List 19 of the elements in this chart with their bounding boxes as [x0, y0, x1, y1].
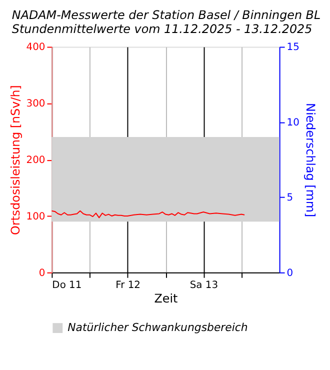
y2-tick-label: 10 — [286, 117, 300, 128]
y-tick-label: 200 — [26, 155, 46, 166]
chart-subtitle: Stundenmittelwerte vom 11.12.2025 - 13.12.2025 — [12, 22, 312, 36]
y-tick-label: 0 — [38, 268, 46, 279]
legend-label: Natürlicher Schwankungsbereich — [68, 321, 248, 334]
y2-tick-label: 5 — [286, 192, 294, 204]
y2-tick-label: 15 — [286, 42, 300, 54]
y2-axis-title: Niederschlag [mm] — [303, 103, 318, 218]
line-series — [51, 210, 246, 218]
y-tick-label: 400 — [26, 42, 46, 54]
y-tick-label: 100 — [26, 211, 46, 222]
y-axis-title: Ortsdosisleistung [nSv/h] — [8, 85, 22, 236]
chart-title: NADAM-Messwerte der Station Basel / Binningen BL — [12, 8, 321, 22]
x-tick-label: Fr 12 — [116, 280, 140, 291]
y2-tick-label: 0 — [286, 268, 294, 279]
x-tick-label: Sa 13 — [190, 280, 218, 291]
y-tick-label: 300 — [26, 98, 46, 110]
x-tick-label: Do 11 — [52, 280, 82, 291]
x-axis-title: Zeit — [154, 292, 178, 306]
